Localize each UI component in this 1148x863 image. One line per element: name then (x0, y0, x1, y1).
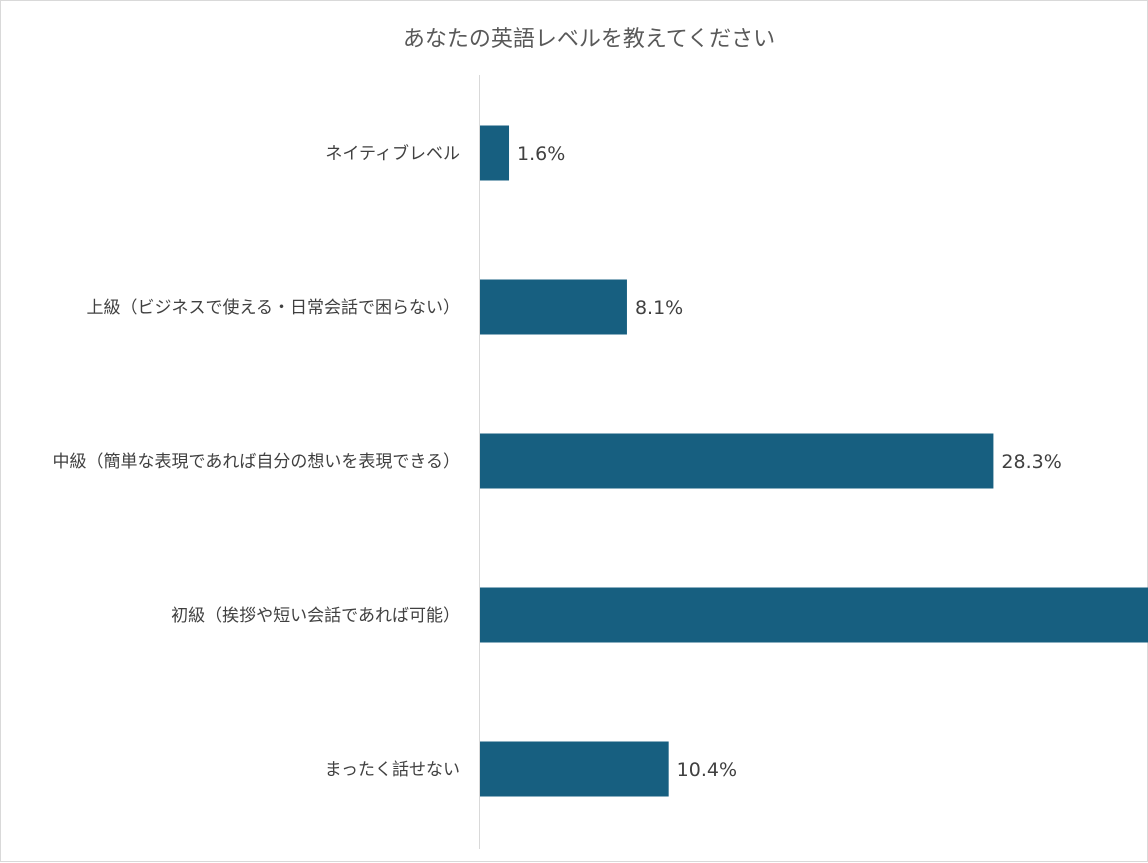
chart-title: あなたの英語レベルを教えてください (403, 27, 775, 52)
category-label: まったく話せない (325, 760, 460, 780)
value-label: 1.6% (517, 143, 565, 165)
category-label: ネイティブレベル (325, 143, 460, 164)
bar (480, 587, 1148, 643)
bar (480, 125, 510, 181)
bar (480, 279, 627, 335)
bar (480, 741, 669, 797)
bar (480, 433, 994, 489)
bars-group (480, 125, 1148, 797)
category-label: 上級（ビジネスで使える・日常会話で困らない） (87, 297, 461, 318)
category-label: 中級（簡単な表現であれば自分の想いを表現できる） (53, 452, 461, 472)
category-label: 初級（挨拶や短い会話であれば可能） (171, 606, 460, 626)
value-label: 10.4% (677, 759, 737, 781)
value-label: 8.1% (635, 297, 683, 319)
value-label: 28.3% (1001, 451, 1061, 473)
value-labels: 1.6%8.1%28.3%51.5%10.4% (517, 143, 1062, 781)
